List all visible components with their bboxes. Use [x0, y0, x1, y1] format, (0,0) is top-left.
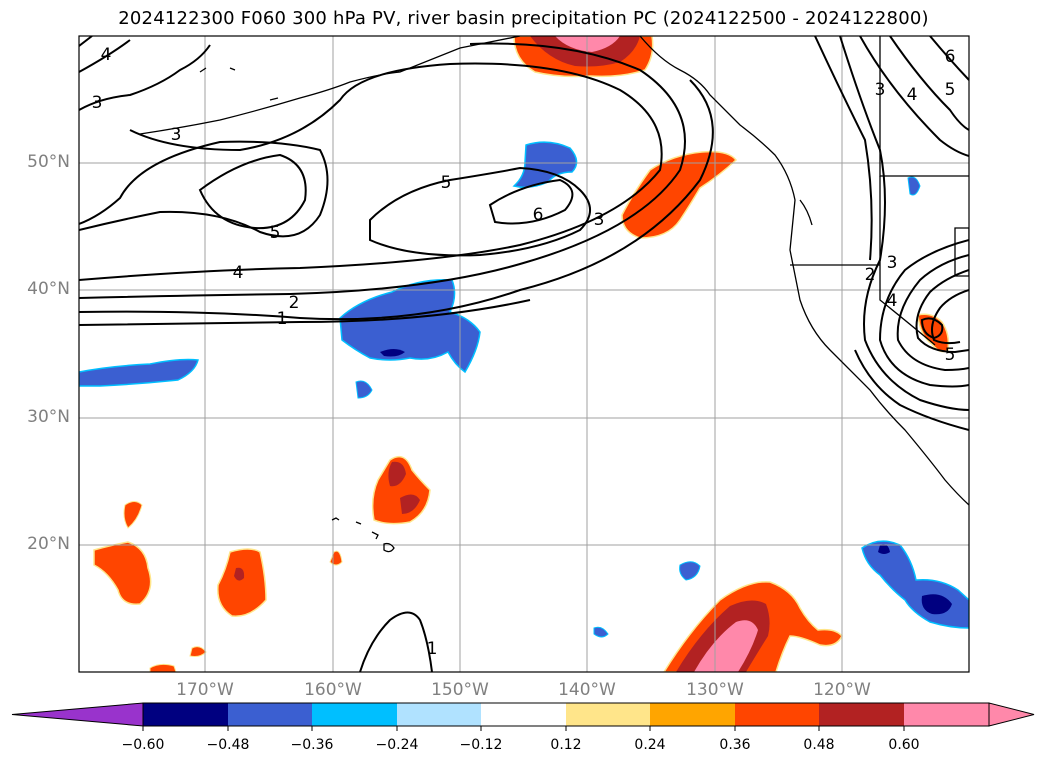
colorbar-tick-label: 0.60: [888, 737, 920, 753]
contour-label: 1: [277, 309, 288, 329]
colorbar-tick-label: −0.60: [121, 737, 165, 753]
lat-label-20n: 20°N: [27, 534, 70, 554]
lon-label-130w: 130°W: [686, 680, 744, 700]
contour-label: 3: [887, 253, 898, 273]
colorbar-tick-label: 0.24: [634, 737, 666, 753]
contour-label: 4: [101, 45, 112, 65]
lon-label-160w: 160°W: [304, 680, 362, 700]
colorbar-segment: [819, 703, 904, 726]
pv-contours: [79, 36, 969, 672]
colorbar-segment: [397, 703, 481, 726]
contour-label: 4: [233, 263, 244, 283]
lat-label-40n: 40°N: [27, 279, 70, 299]
colorbar: [11, 702, 1035, 731]
colorbar-tick-label: −0.12: [459, 737, 503, 753]
colorbar-segment: [904, 703, 989, 726]
contour-label: 4: [887, 291, 898, 311]
colorbar-segment: [735, 703, 819, 726]
contour-label: 3: [594, 210, 605, 230]
pv-contour-labels: 4 3 3 5 5 6 3 4 2 1 1 3 4 5 6 2 3 4 5: [92, 45, 956, 659]
colorbar-segment: [143, 703, 228, 726]
precip-positive-areas: [93, 36, 950, 672]
colorbar-extend-high: [988, 702, 1035, 727]
colorbar-tick-label: 0.12: [550, 737, 582, 753]
precip-negative-areas: [79, 141, 969, 638]
colorbar-extend-low: [11, 702, 144, 727]
colorbar-segment: [566, 703, 650, 726]
contour-label: 2: [865, 265, 876, 285]
contour-label: 5: [945, 345, 956, 365]
coastlines: [139, 36, 969, 553]
colorbar-tick-label: 0.48: [803, 737, 835, 753]
lon-label-150w: 150°W: [431, 680, 489, 700]
map-frame: [78, 35, 970, 673]
graticule: [79, 36, 969, 672]
lon-label-140w: 140°W: [558, 680, 616, 700]
colorbar-tick-label: −0.24: [375, 737, 419, 753]
contour-label: 3: [171, 125, 182, 145]
lon-label-120w: 120°W: [813, 680, 871, 700]
contour-label: 2: [289, 293, 300, 313]
colorbar-segment: [312, 703, 397, 726]
contour-label: 4: [907, 85, 918, 105]
colorbar-segment: [481, 703, 566, 726]
lat-label-30n: 30°N: [27, 407, 70, 427]
colorbar-segment: [650, 703, 735, 726]
contour-label: 3: [92, 93, 103, 113]
colorbar-ticks: [142, 726, 905, 731]
contour-label: 5: [945, 80, 956, 100]
contour-label: 6: [945, 47, 956, 67]
colorbar-tick-label: 0.36: [719, 737, 751, 753]
contour-label: 5: [441, 173, 452, 193]
lat-label-50n: 50°N: [27, 152, 70, 172]
contour-label: 5: [270, 223, 281, 243]
map-title: 2024122300 F060 300 hPa PV, river basin …: [118, 8, 929, 29]
contour-label: 6: [533, 205, 544, 225]
colorbar-tick-label: −0.36: [290, 737, 334, 753]
lon-label-170w: 170°W: [176, 680, 234, 700]
contour-label: 3: [875, 80, 886, 100]
colorbar-segment: [228, 703, 312, 726]
contour-label: 1: [427, 639, 438, 659]
colorbar-tick-label: −0.48: [206, 737, 250, 753]
map-plot-area: 4 3 3 5 5 6 3 4 2 1 1 3 4 5 6 2 3 4 5: [79, 36, 969, 672]
